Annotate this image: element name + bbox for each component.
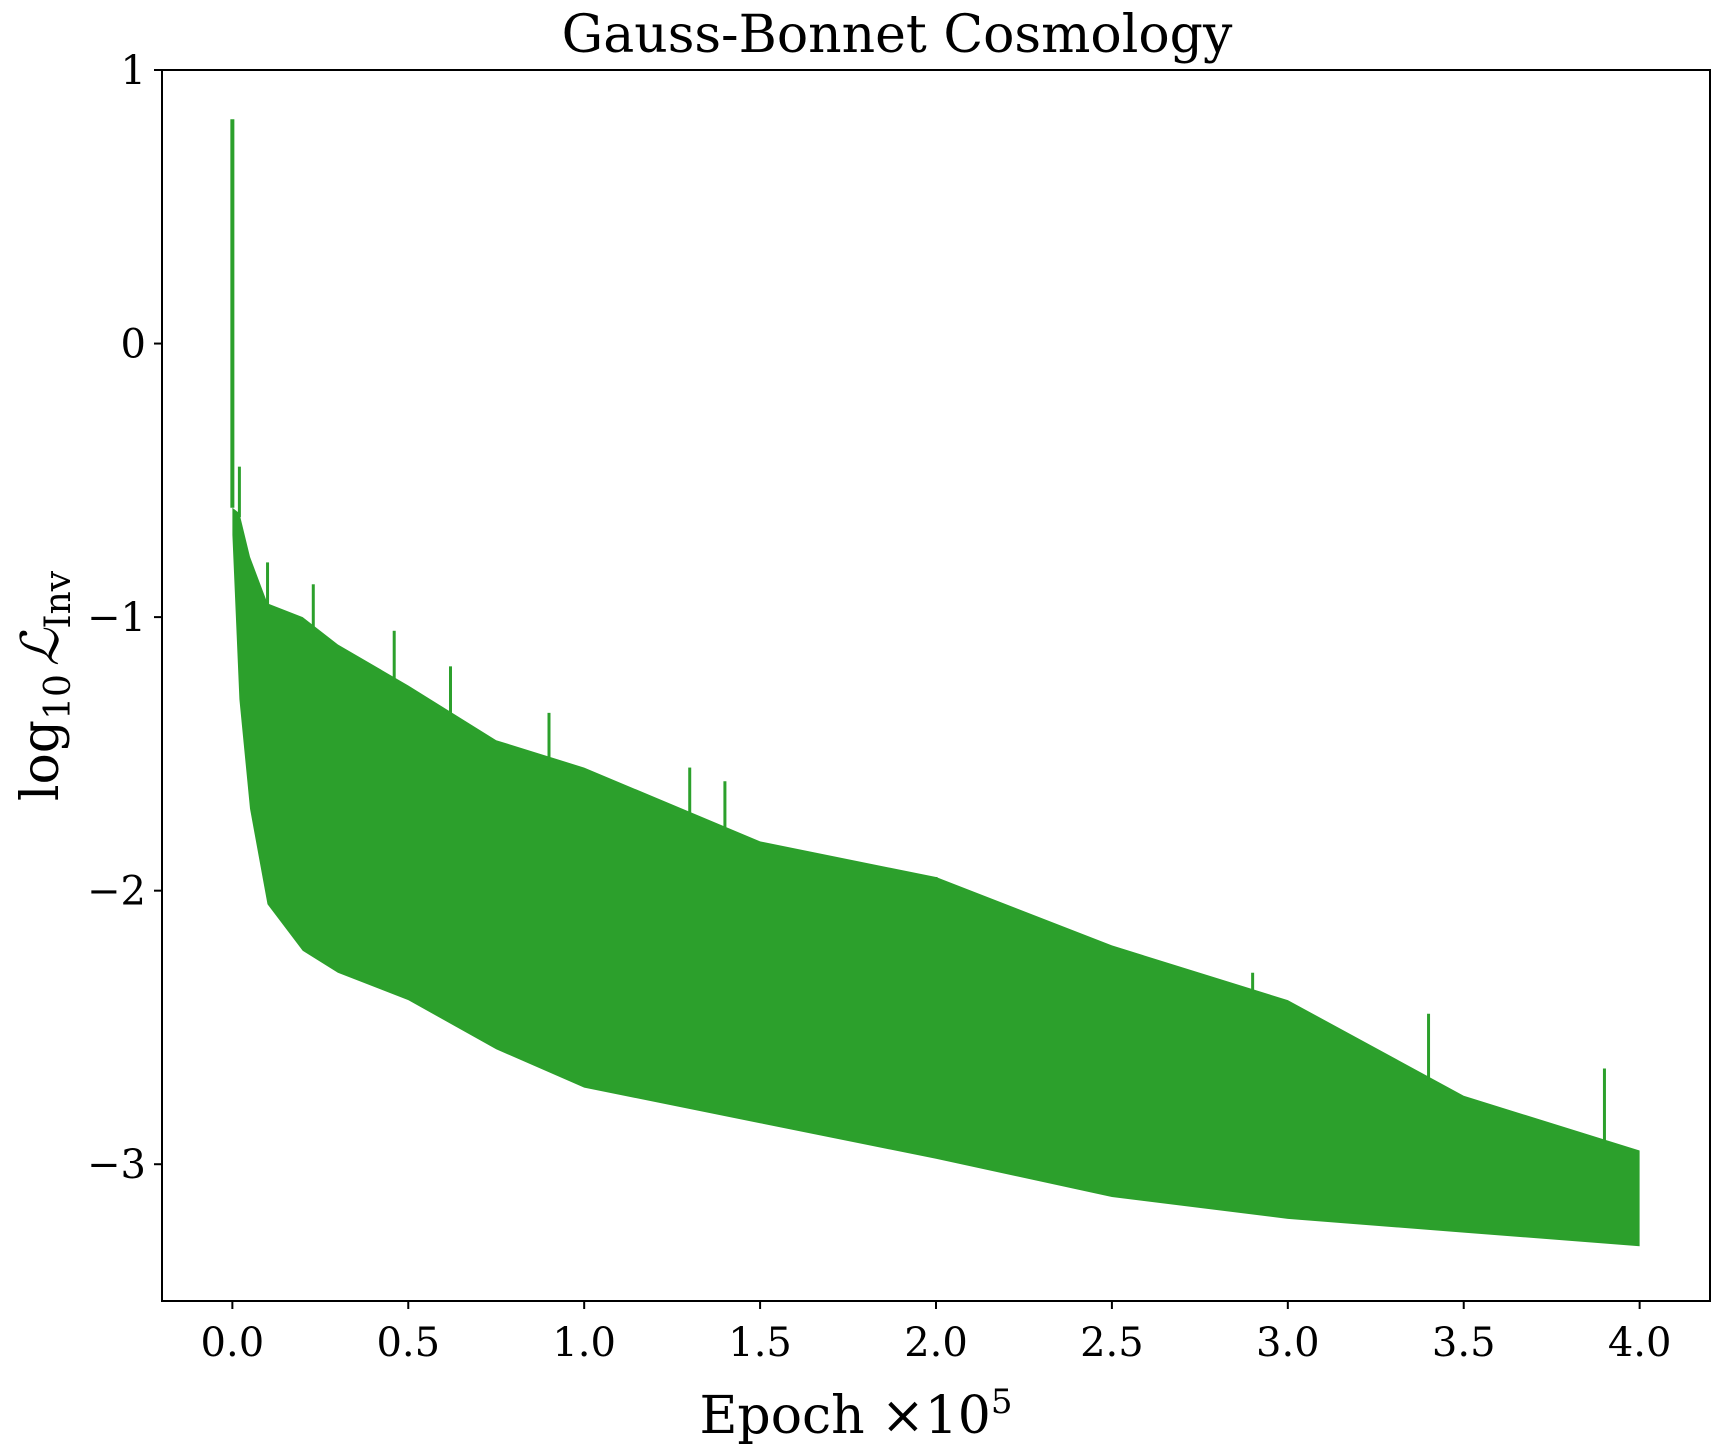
x-tick-label: 3.5 [1432,1320,1496,1366]
y-axis-label-sub: 10 [38,674,79,720]
y-tick-label: 0 [121,322,146,368]
x-tick-label: 2.5 [1080,1320,1144,1366]
x-axis-label-exponent: 5 [991,1382,1013,1422]
x-tick-label: 3.0 [1256,1320,1320,1366]
series-spikes [237,466,1606,1144]
y-tick-label: −2 [87,869,146,915]
y-tick-label: −1 [87,595,146,641]
x-axis: 0.0 0.5 1.0 1.5 2.0 2.5 3.0 3.5 4.0 [201,1301,1672,1366]
x-axis-label: Epoch ×105 [699,1382,1012,1446]
y-axis: 1 0 −1 −2 −3 [87,48,162,1188]
chart-title: Gauss-Bonnet Cosmology [562,5,1233,65]
y-axis-label-symbol: ℒ [11,627,71,666]
x-tick-label: 4.0 [1608,1320,1672,1366]
y-axis-label-symbol-sub: Inv [38,570,79,628]
x-tick-label: 2.0 [904,1320,968,1366]
x-tick-label: 1.5 [728,1320,792,1366]
x-tick-label: 0.0 [201,1320,265,1366]
x-tick-label: 1.0 [552,1320,616,1366]
x-axis-label-text: Epoch ×10 [699,1386,990,1446]
y-axis-label-prefix: log [11,720,71,801]
x-tick-label: 0.5 [376,1320,440,1366]
y-tick-label: −3 [87,1142,146,1188]
y-axis-label: log10 ℒInv [11,570,79,801]
plot-area [230,119,1640,1247]
y-tick-label: 1 [121,48,146,94]
